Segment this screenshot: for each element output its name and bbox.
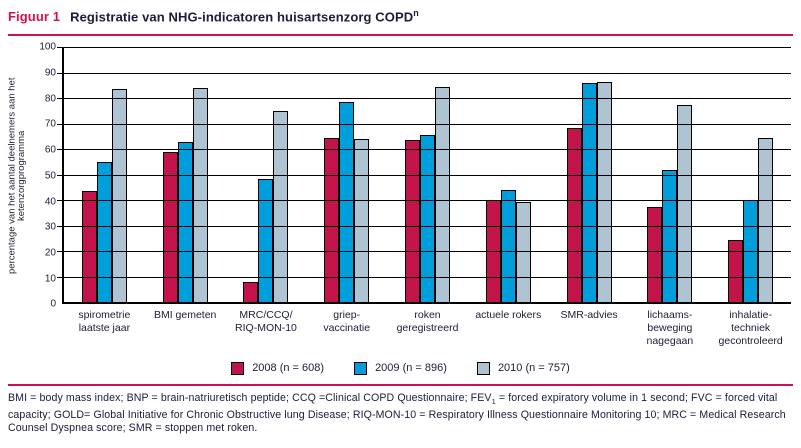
bar-2009 bbox=[420, 135, 436, 303]
divider-top bbox=[8, 34, 793, 37]
gridline bbox=[57, 276, 791, 278]
figure-title-superscript: n bbox=[413, 8, 419, 18]
bar-group bbox=[549, 47, 630, 303]
y-tick-label: 80 bbox=[44, 93, 56, 105]
bar-2010 bbox=[111, 89, 127, 303]
gridline bbox=[57, 47, 791, 49]
legend-item: 2010 (n = 757) bbox=[476, 361, 570, 375]
y-tick-label: 10 bbox=[44, 273, 56, 285]
gridline bbox=[57, 98, 791, 100]
bar-2009 bbox=[258, 178, 274, 303]
bar-2008 bbox=[405, 140, 421, 303]
y-tick-label: 90 bbox=[44, 67, 56, 79]
bar-2010 bbox=[192, 88, 208, 303]
y-axis-tick-labels: 100 90 80 70 60 50 40 30 20 10 0 bbox=[26, 42, 62, 310]
legend-swatch-2010 bbox=[476, 361, 490, 375]
bar-group bbox=[387, 47, 468, 303]
legend-swatch-2008 bbox=[231, 361, 245, 375]
legend-item: 2009 (n = 896) bbox=[354, 361, 447, 375]
bar-group bbox=[629, 47, 710, 303]
y-tick-label: 70 bbox=[44, 118, 56, 130]
bar-group bbox=[64, 47, 145, 303]
bar-2010 bbox=[596, 81, 612, 303]
bar-group bbox=[145, 47, 226, 303]
gridline bbox=[57, 149, 791, 151]
bar-2009 bbox=[339, 102, 355, 303]
x-category-label: BMI gemeten bbox=[153, 309, 217, 322]
bar-2010 bbox=[354, 139, 370, 303]
x-category-label: griep- vaccinatie bbox=[323, 309, 371, 335]
bar-groups bbox=[64, 47, 791, 303]
gridline bbox=[57, 72, 791, 74]
x-category-label: SMR-advies bbox=[560, 309, 618, 322]
y-axis-title: percentage van het aantal deelnemers aan… bbox=[6, 77, 28, 275]
x-category-label: inhalatie- techniek gecontroleerd bbox=[718, 309, 783, 348]
y-tick-label: 30 bbox=[44, 221, 56, 233]
footnote-subscript: 1 bbox=[491, 397, 496, 407]
x-category-label: roken geregistreerd bbox=[396, 309, 459, 335]
figure-title: Registratie van NHG-indicatoren huisarts… bbox=[70, 9, 414, 25]
bar-2009 bbox=[581, 83, 597, 303]
x-category-label: lichaams- beweging nagegaan bbox=[646, 309, 694, 348]
bar-2008 bbox=[728, 239, 744, 303]
bar-2010 bbox=[758, 137, 774, 303]
bar-2009 bbox=[96, 162, 112, 303]
footnote-text-post: = forced expiratory volume in 1 second; … bbox=[8, 392, 786, 435]
bar-2010 bbox=[435, 86, 451, 303]
bar-2009 bbox=[177, 141, 193, 303]
gridline bbox=[57, 200, 791, 202]
figure-title-bar: Figuur 1 Registratie van NHG-indicatoren … bbox=[8, 8, 793, 24]
bar-2009 bbox=[662, 169, 678, 303]
y-tick-label: 50 bbox=[44, 170, 56, 182]
abbreviations-footnote: BMI = body mass index; BNP = brain-natri… bbox=[8, 392, 793, 436]
x-category-label: MRC/CCQ/ RIQ-MON-10 bbox=[235, 309, 297, 335]
plot-area bbox=[57, 47, 791, 305]
bar-chart: percentage van het aantal deelnemers aan… bbox=[6, 42, 793, 310]
bar-group bbox=[306, 47, 387, 303]
gridline bbox=[57, 123, 791, 125]
bar-2008 bbox=[324, 137, 340, 303]
legend-swatch-2009 bbox=[354, 361, 368, 375]
x-category-label: spirometrie laatste jaar bbox=[78, 309, 131, 335]
x-axis-category-labels: spirometrie laatste jaar BMI gemeten MRC/C… bbox=[64, 309, 791, 348]
y-tick-label: 100 bbox=[39, 41, 56, 53]
y-tick-label: 40 bbox=[44, 196, 56, 208]
bar-2008 bbox=[647, 206, 663, 303]
legend-label: 2009 (n = 896) bbox=[375, 362, 447, 375]
divider-bottom bbox=[8, 384, 793, 387]
x-category-label: actuele rokers bbox=[475, 309, 542, 322]
bar-2010 bbox=[273, 111, 289, 303]
bar-group bbox=[226, 47, 307, 303]
legend-label: 2008 (n = 608) bbox=[252, 362, 325, 375]
bar-2008 bbox=[81, 191, 97, 303]
bar-2008 bbox=[243, 281, 259, 303]
gridline bbox=[57, 251, 791, 253]
legend-label: 2010 (n = 757) bbox=[497, 362, 570, 375]
bar-2010 bbox=[677, 104, 693, 303]
chart-legend: 2008 (n = 608) 2009 (n = 896) 2010 (n = 75… bbox=[8, 360, 793, 376]
y-tick-label: 60 bbox=[44, 144, 56, 156]
legend-item: 2008 (n = 608) bbox=[231, 361, 325, 375]
bar-2008 bbox=[162, 151, 178, 303]
y-tick-label: 20 bbox=[44, 247, 56, 259]
gridline bbox=[57, 174, 791, 176]
gridline bbox=[57, 225, 791, 227]
bar-2008 bbox=[566, 127, 582, 303]
footnote-text-pre: BMI = body mass index; BNP = brain-natri… bbox=[8, 392, 492, 405]
bar-2009 bbox=[500, 190, 516, 303]
y-tick-label: 0 bbox=[50, 298, 56, 310]
figure-number-label: Figuur 1 bbox=[8, 9, 61, 25]
